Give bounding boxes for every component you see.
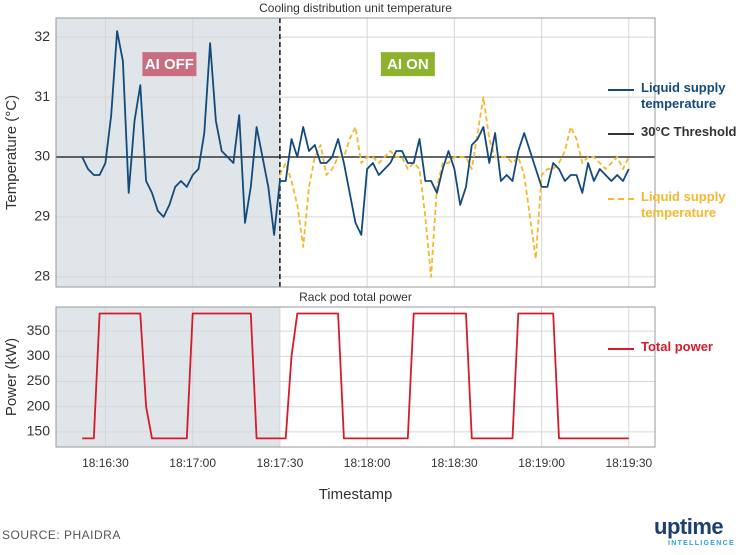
x-tick-label: 18:16:30 (82, 456, 129, 470)
series-line (279, 96, 630, 278)
legend-swatch (608, 133, 634, 135)
y-tick-label: 32 (34, 28, 50, 44)
y-tick-label: 150 (27, 423, 51, 439)
x-tick-label: 18:18:00 (344, 456, 391, 470)
legend-label: Liquid supply temperature (641, 189, 726, 220)
annotation-box (142, 52, 197, 77)
x-axis-label: Timestamp (319, 486, 393, 503)
legend-item: Liquid supply temperature (608, 80, 744, 112)
y-tick-label: 31 (34, 88, 50, 104)
annotation-label: AI ON (387, 56, 429, 73)
annotation-label: AI OFF (145, 56, 194, 73)
legend-label: Liquid supply temperature (641, 80, 726, 111)
x-tick-label: 18:19:00 (518, 456, 565, 470)
plot-border (55, 306, 656, 448)
y-tick-label: 28 (34, 268, 50, 284)
y-tick-label: 300 (27, 347, 51, 363)
logo-subtitle: INTELLIGENCE (668, 540, 735, 547)
x-tick-label: 18:19:30 (605, 456, 652, 470)
panel-title: Cooling distribution unit temperature (259, 1, 452, 15)
y-axis-label: Temperature (°C) (3, 95, 20, 210)
legend-swatch (608, 348, 634, 350)
x-tick-label: 18:17:30 (257, 456, 304, 470)
annotation-box (380, 52, 435, 77)
source-note: SOURCE: PHAIDRA (2, 528, 121, 542)
series-line (81, 30, 630, 236)
series-line (82, 312, 629, 440)
legend-item: 30°C Threshold (608, 124, 744, 140)
x-tick-label: 18:17:00 (169, 456, 216, 470)
legend-item: Liquid supply temperature (608, 189, 744, 221)
y-axis-label: Power (kW) (3, 338, 20, 416)
legend-swatch (608, 198, 634, 200)
legend-label: 30°C Threshold (641, 124, 737, 139)
plot-border (55, 17, 656, 288)
ai-off-shade (56, 307, 280, 447)
legend-label: Total power (641, 339, 713, 354)
y-tick-label: 29 (34, 208, 50, 224)
y-tick-label: 250 (27, 372, 51, 388)
y-tick-label: 200 (27, 397, 51, 413)
x-tick-label: 18:18:30 (431, 456, 478, 470)
y-tick-label: 350 (27, 322, 51, 338)
y-tick-label: 30 (34, 148, 50, 164)
panel-title: Rack pod total power (299, 290, 412, 304)
legend-item: Total power (608, 339, 744, 355)
legend-swatch (608, 89, 634, 91)
logo: uptime (654, 514, 724, 539)
